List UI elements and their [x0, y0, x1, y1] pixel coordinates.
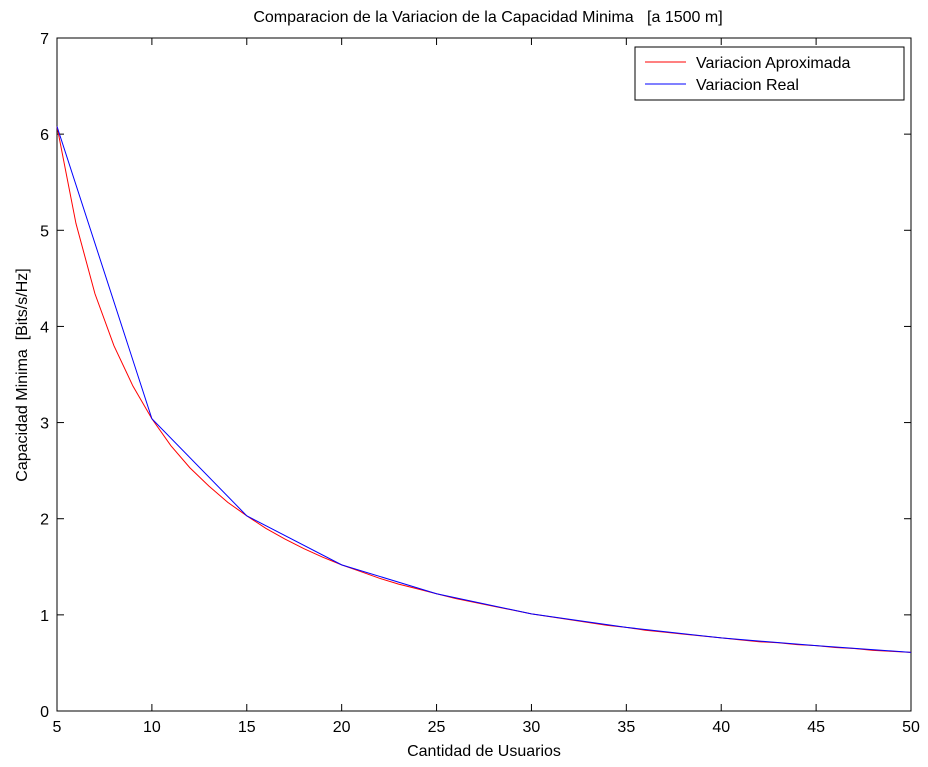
plot-area — [56, 37, 912, 712]
ticks — [56, 37, 912, 712]
x-tick-label: 45 — [807, 719, 825, 736]
y-tick-label: 6 — [40, 127, 49, 144]
x-tick-label: 30 — [523, 719, 541, 736]
legend-label-aproximada: Variacion Aproximada — [696, 55, 851, 72]
chart-title: Comparacion de la Variacion de la Capaci… — [253, 9, 722, 26]
x-tick-label: 35 — [617, 719, 635, 736]
x-tick-label: 40 — [712, 719, 730, 736]
series-line-real — [56, 126, 912, 653]
y-axis-label: Capacidad Minima [Bits/s/Hz] — [14, 268, 31, 481]
x-axis-label: Cantidad de Usuarios — [407, 743, 561, 760]
x-tick-label: 25 — [428, 719, 446, 736]
y-tick-label: 5 — [40, 223, 49, 240]
x-tick-label: 20 — [333, 719, 351, 736]
y-tick-label: 7 — [40, 31, 49, 48]
y-tick-label: 4 — [40, 319, 49, 336]
x-tick-label: 10 — [143, 719, 161, 736]
legend-label-real: Variacion Real — [696, 77, 799, 94]
legend-box — [634, 46, 905, 101]
x-tick-label: 15 — [238, 719, 256, 736]
series-lines — [56, 126, 912, 653]
y-tick-label: 3 — [40, 416, 49, 433]
legend: Variacion Aproximada Variacion Real — [634, 46, 905, 101]
x-tick-label: 50 — [902, 719, 920, 736]
plot-frame — [56, 37, 912, 712]
x-tick-label: 5 — [53, 719, 62, 736]
y-tick-label: 2 — [40, 512, 49, 529]
y-tick-label: 0 — [40, 704, 49, 721]
y-tick-label: 1 — [40, 608, 49, 625]
